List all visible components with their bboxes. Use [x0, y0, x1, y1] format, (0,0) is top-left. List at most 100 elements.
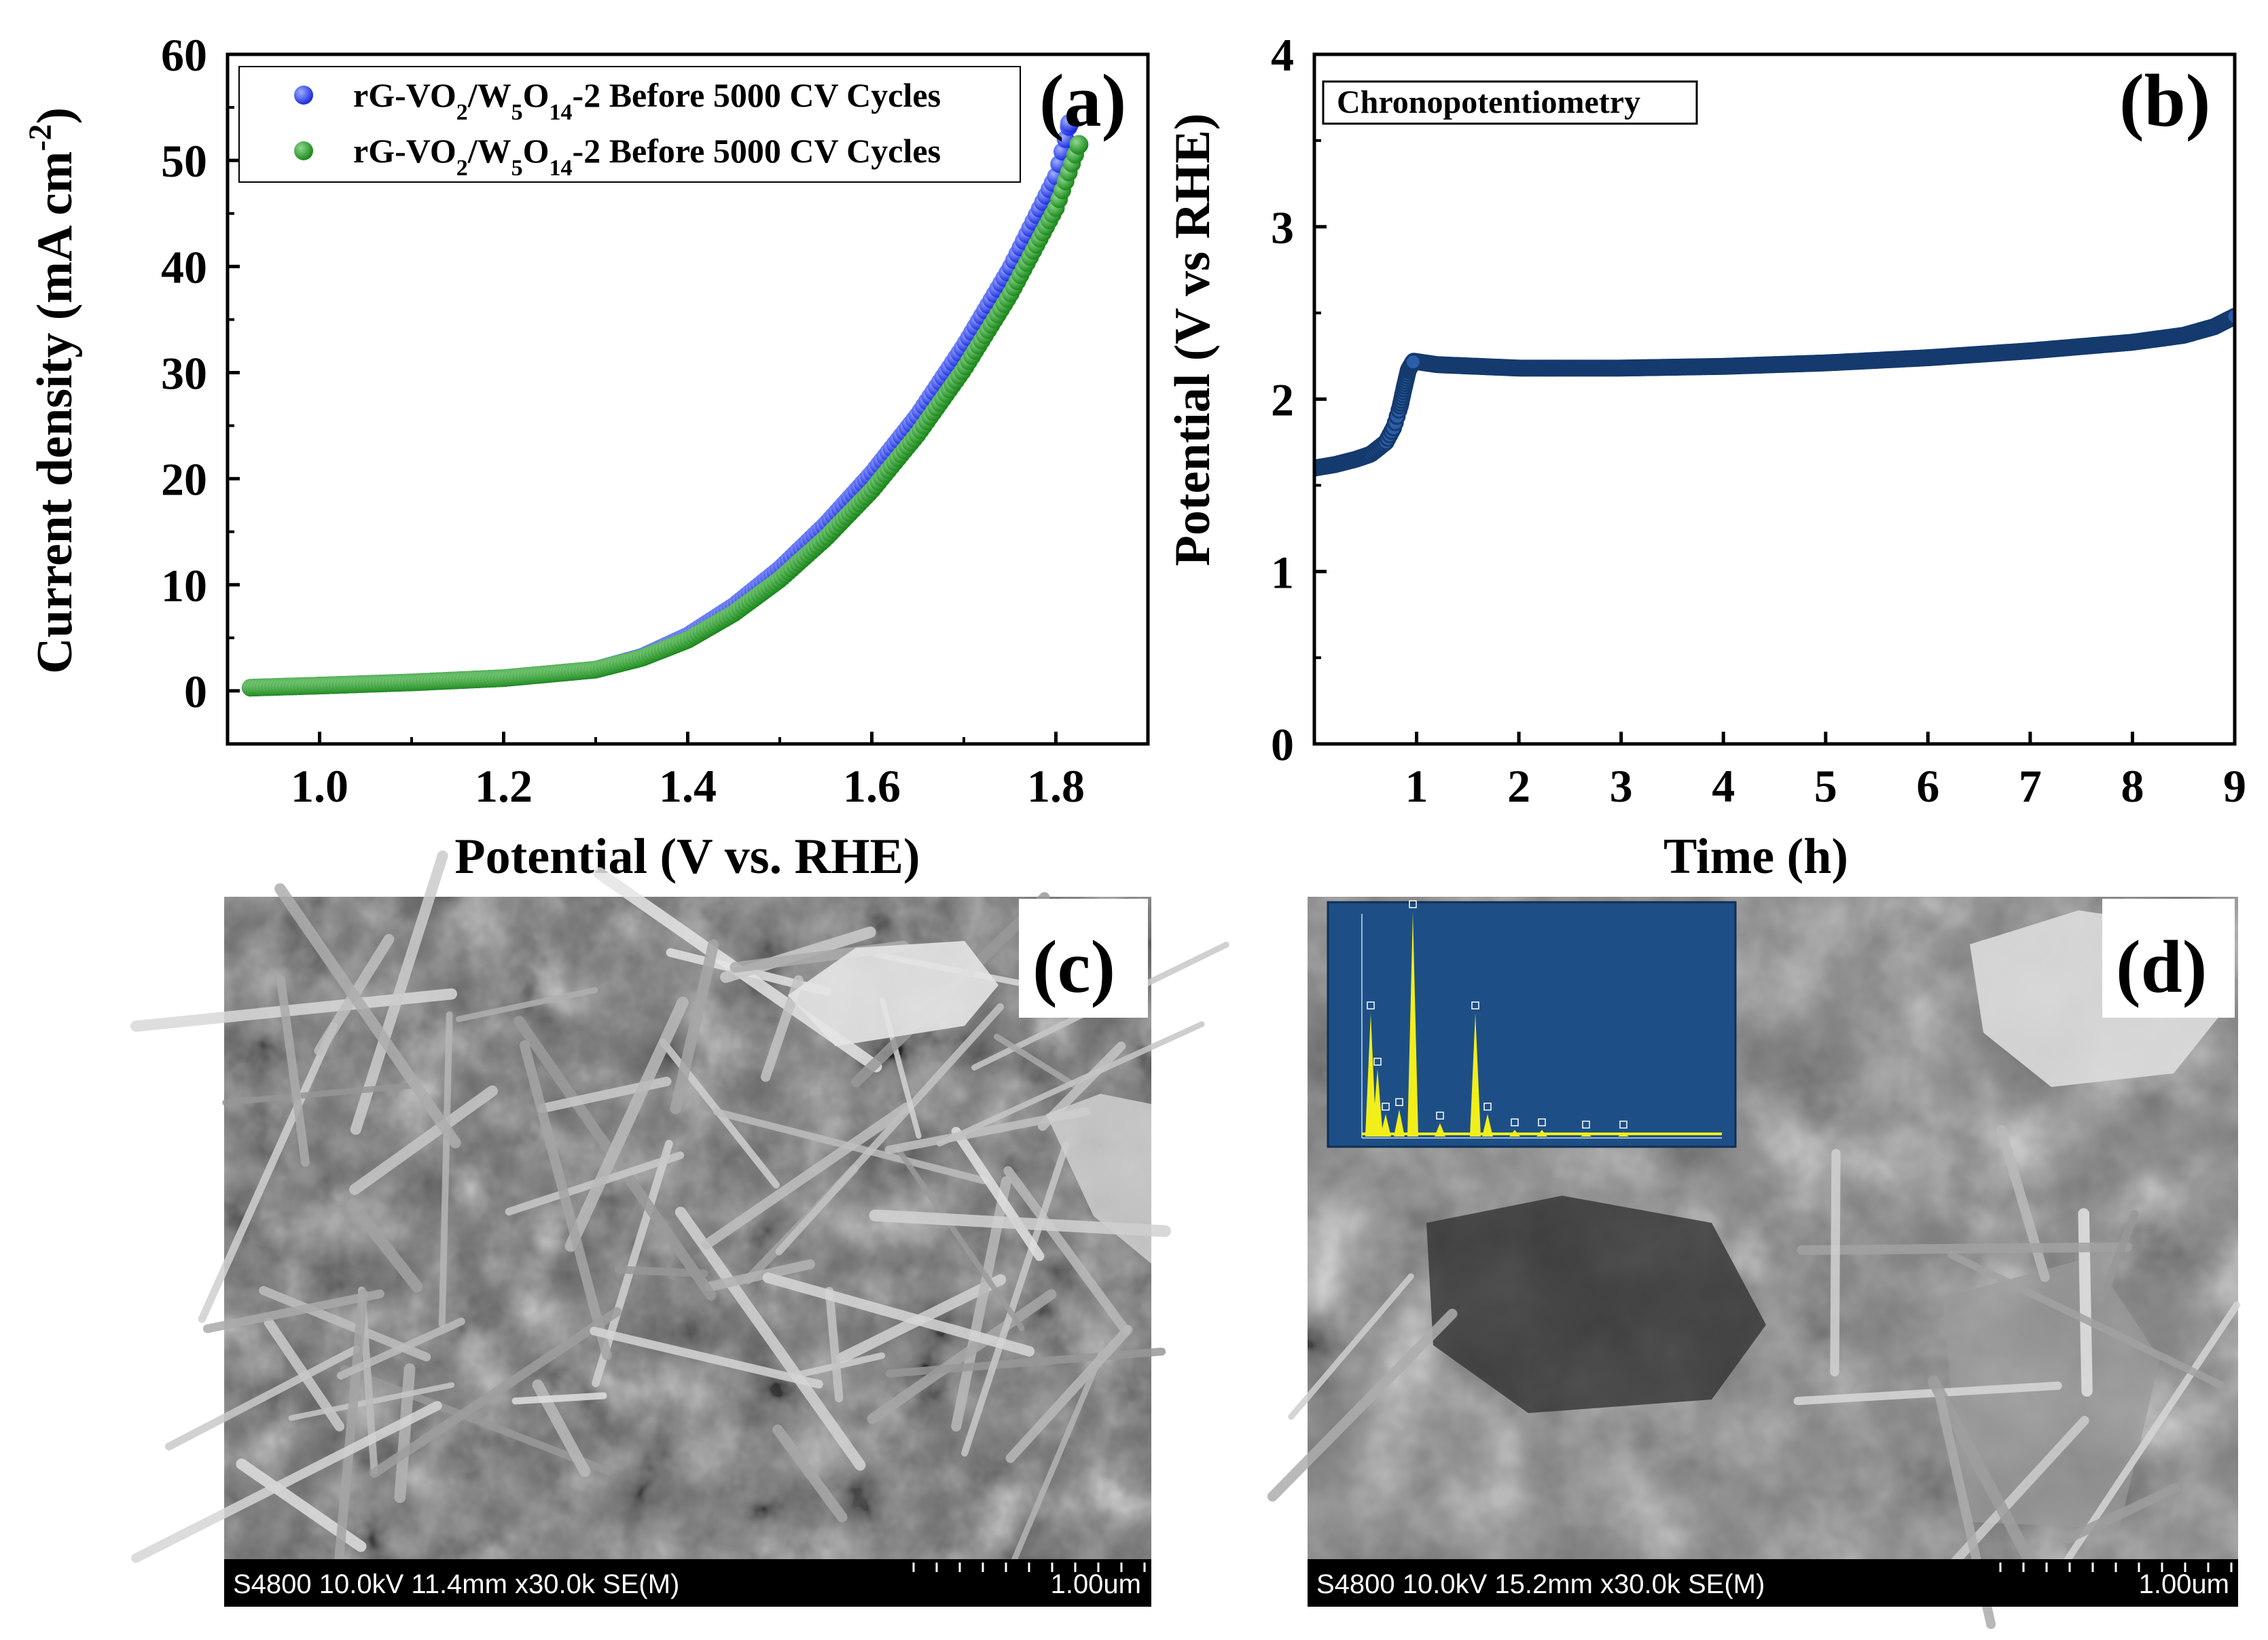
nanorod	[961, 1142, 1070, 1457]
nanorod	[1932, 1416, 2089, 1586]
chronopotentiometry-box	[1322, 80, 1698, 125]
eds-peak-marker	[1395, 1098, 1403, 1107]
nanorod	[867, 1289, 1057, 1425]
panel-b-x-tick-label: 4	[1712, 760, 1735, 812]
nanorod	[511, 1392, 607, 1405]
panel-a-y-tick-label: 60	[161, 29, 207, 81]
eds-peak-marker	[1373, 1057, 1382, 1066]
panel-b-y-tick-label: 3	[1271, 202, 1294, 253]
panel-d-label-bg	[2102, 899, 2235, 1018]
sem-c-scale-bar	[912, 1563, 1146, 1572]
nanorod	[2064, 1301, 2241, 1564]
panel-b-y-ticks: 0 1 2 3 4	[1271, 29, 1327, 770]
nanorod	[340, 1365, 612, 1476]
chronopotentiometry-label: Chronopotentiometry	[1337, 84, 1640, 120]
sem-c-nanorods	[130, 850, 1229, 1599]
panel-a-series-1	[241, 113, 1079, 697]
nanorod	[334, 1289, 368, 1565]
panel-b-x-ticks: 1 2 3 4 5 6 7 8 9	[1405, 732, 2246, 812]
panel-a-series-2	[241, 135, 1089, 697]
eds-peak-marker	[1582, 1120, 1590, 1129]
eds-peak	[1394, 1109, 1405, 1137]
sem-d-dark-pore	[1426, 1196, 1766, 1413]
panel-b-x-tick-label: 1	[1405, 760, 1428, 812]
eds-peak	[1380, 1113, 1391, 1137]
panel-a-x-ticks: 1.0 1.2 1.4 1.6 1.8	[291, 732, 1085, 812]
eds-peak	[1407, 912, 1418, 1137]
panel-a-x-tick-label: 1.0	[291, 760, 348, 812]
panel-b-frame	[1312, 52, 2237, 746]
nanorod	[1288, 1273, 1414, 1420]
panel-b-series-layer	[1314, 308, 2235, 477]
nanorod	[951, 1126, 1045, 1262]
panel-a-x-tick-label: 1.4	[659, 760, 717, 812]
nanorod	[394, 1363, 416, 1503]
eds-peak-marker	[1511, 1118, 1519, 1126]
sem-d-scale-bar	[1999, 1563, 2233, 1572]
panel-b-x-axis-label: Time (h)	[1663, 829, 1848, 885]
nanorod	[202, 1289, 384, 1334]
panel-a-y-tick-label: 10	[161, 560, 207, 611]
nanorod	[336, 1317, 465, 1380]
sem-d-info-bar	[1308, 1559, 2238, 1607]
nanorod	[1267, 1308, 1458, 1502]
panel-a-y-tick-label: 0	[184, 666, 207, 717]
nanorod	[165, 1345, 360, 1450]
nanorod	[519, 1040, 612, 1361]
eds-peak-marker	[1436, 1111, 1444, 1120]
nanorod	[1003, 1166, 1131, 1336]
panel-b-y-tick-label: 2	[1271, 374, 1294, 426]
panel-a-y-axis-label: Current density (mA cm-2)	[22, 107, 83, 674]
panel-b-x-tick-label: 2	[1507, 760, 1530, 812]
panel-b-x-tick-label: 3	[1610, 760, 1633, 812]
panel-a-y-tick-label: 40	[161, 241, 207, 293]
nanorod	[701, 1102, 912, 1250]
nanorod	[775, 1003, 1005, 1255]
panel-b-chart: 1 2 3 4 5 6 7 8 9 0 1 2 3 4 Time (h) Potential (V vs…	[1165, 29, 2246, 885]
eds-peak-marker	[1483, 1103, 1492, 1111]
panel-b-label: (b)	[2119, 59, 2210, 142]
panel-b-y-tick-label: 4	[1271, 29, 1294, 81]
panel-a-x-tick-label: 1.6	[843, 760, 901, 812]
sem-d-info-text: S4800 10.0kV 15.2mm x30.0k SE(M)	[1316, 1569, 1765, 1599]
nanorod	[993, 1033, 1078, 1089]
nanorod	[1005, 1325, 1133, 1463]
sem-c-bright-flake	[788, 941, 998, 1046]
nanorod	[370, 1306, 622, 1478]
nanorod	[762, 1272, 1035, 1357]
nanorod	[222, 1082, 414, 1106]
eds-peak-marker	[1367, 1001, 1375, 1010]
nanorod	[1830, 1149, 1841, 1377]
nanorod	[1797, 1242, 2133, 1255]
legend-marker-green	[294, 141, 313, 160]
eds-baseline	[1362, 1133, 1722, 1135]
panel-b-x-tick-label: 7	[2019, 760, 2042, 812]
eds-peak	[1365, 1012, 1376, 1137]
eds-peak-marker	[1382, 1103, 1390, 1111]
sem-c-scale-label: 1.00um	[1051, 1569, 1141, 1599]
sem-d-nanorods	[1267, 1124, 2241, 1629]
nanorod	[670, 939, 719, 1114]
eds-peak-marker	[1471, 1001, 1479, 1010]
panel-a-x-axis-label: Potential (V vs. RHE)	[454, 829, 920, 885]
nanorod	[564, 997, 689, 1252]
panel-a-data-point	[1069, 135, 1089, 154]
eds-peak-marker	[1409, 900, 1417, 908]
panel-b-y-tick-label: 0	[1271, 719, 1294, 770]
eds-trace	[1362, 900, 1722, 1137]
nanorod	[455, 987, 598, 1022]
sem-d-scale-label: 1.00um	[2139, 1569, 2229, 1599]
panel-b-x-tick-label: 5	[1814, 760, 1837, 812]
nanorod	[131, 1401, 442, 1563]
eds-peak-marker	[1619, 1120, 1627, 1129]
nanorod	[590, 1326, 823, 1389]
nanorod	[1927, 1375, 2034, 1563]
nanorod	[1947, 1251, 2225, 1389]
nanorod	[346, 1198, 423, 1293]
legend-entry-2: rG-VO2/W5O14-2 Before 5000 CV Cycles	[353, 132, 941, 181]
eds-peak	[1482, 1113, 1493, 1137]
panel-a-x-tick-label: 1.8	[1027, 760, 1085, 812]
panel-a-y-tick-label: 50	[161, 135, 207, 187]
nanorod	[614, 1266, 708, 1278]
